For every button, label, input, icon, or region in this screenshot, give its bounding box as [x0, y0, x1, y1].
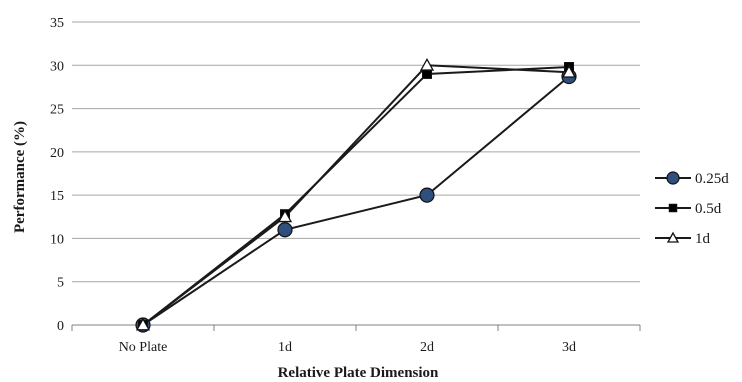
legend-item-0.5d: 0.5d	[655, 201, 722, 217]
legend-item-0.25d: 0.25d	[655, 171, 729, 187]
x-tick-label: No Plate	[119, 340, 168, 355]
data-point-square	[668, 203, 678, 213]
x-tick-label: 2d	[420, 340, 434, 355]
data-point-circle	[666, 171, 680, 185]
data-point-circle	[419, 187, 435, 203]
series-line-0.5d	[142, 66, 570, 326]
data-point-triangle	[277, 209, 293, 223]
x-tick-label: 3d	[562, 340, 576, 355]
y-tick-label: 25	[50, 103, 64, 118]
x-axis-tick-labels: No Plate 1d 2d 3d	[71, 325, 641, 355]
legend-label: 0.5d	[695, 201, 722, 217]
x-axis-title: Relative Plate Dimension	[278, 365, 439, 381]
legend-label: 0.25d	[695, 171, 729, 187]
data-point-circle	[277, 222, 293, 238]
y-tick-label: 35	[50, 16, 64, 31]
legend-label: 1d	[695, 231, 711, 247]
data-point-triangle	[666, 231, 680, 243]
data-point-triangle	[135, 317, 151, 331]
y-axis-tick-labels: 0 5 10 15 20 25 30 35	[50, 16, 64, 334]
data-point-triangle	[561, 64, 577, 78]
y-tick-label: 30	[50, 59, 64, 74]
legend-item-1d: 1d	[655, 231, 711, 247]
series-lines	[142, 64, 570, 326]
x-tick-label: 1d	[278, 340, 292, 355]
series-line-0.25d	[142, 75, 570, 326]
y-axis-title: Performance (%)	[12, 121, 28, 233]
series-markers	[135, 57, 577, 333]
y-tick-label: 0	[57, 319, 64, 334]
legend: 0.25d 0.5d 1d	[655, 171, 729, 247]
gridlines	[72, 21, 640, 283]
y-tick-label: 15	[50, 189, 64, 204]
data-point-triangle	[419, 57, 435, 71]
data-point-square	[422, 68, 432, 79]
series-line-1d	[142, 64, 570, 326]
y-tick-label: 10	[50, 232, 64, 247]
y-tick-label: 5	[57, 276, 64, 291]
y-tick-label: 20	[50, 146, 64, 161]
